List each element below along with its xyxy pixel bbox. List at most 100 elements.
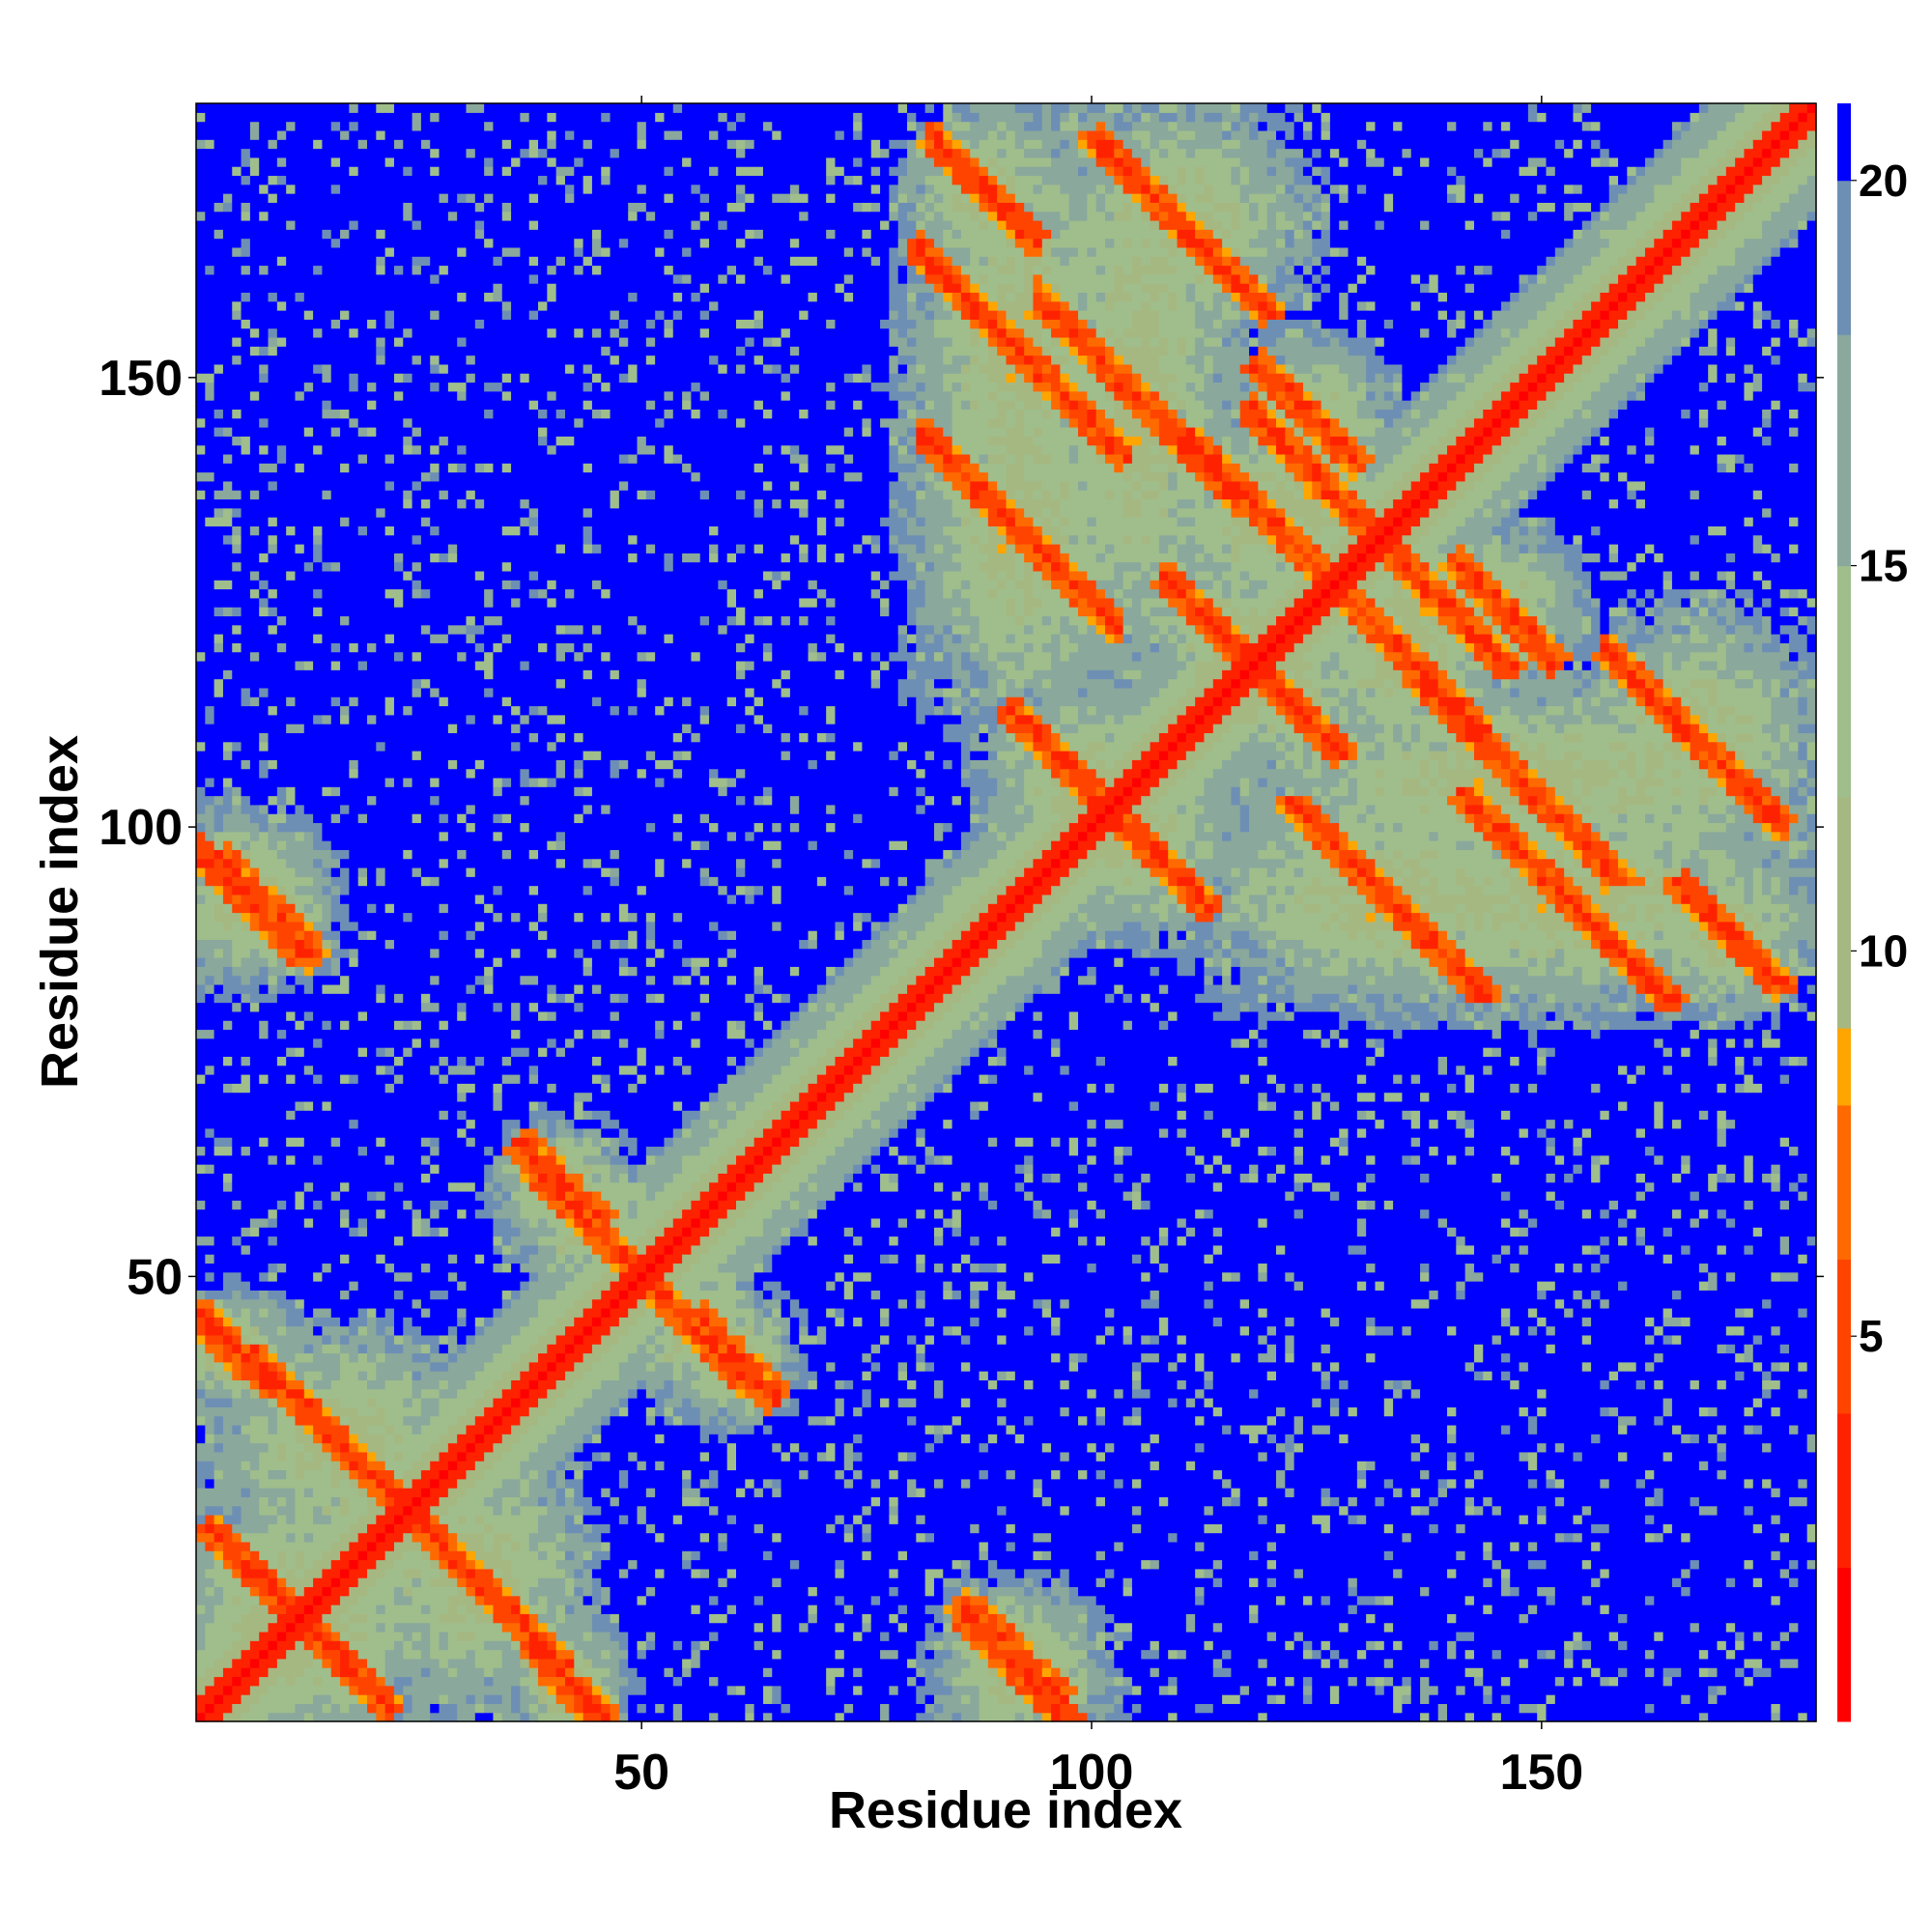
heatmap-cell bbox=[376, 679, 385, 689]
heatmap-cell bbox=[421, 715, 431, 724]
heatmap-cell bbox=[412, 1218, 422, 1228]
heatmap-cell bbox=[250, 688, 260, 697]
heatmap-cell bbox=[250, 1542, 260, 1551]
heatmap-cell bbox=[430, 949, 440, 958]
heatmap-cell bbox=[286, 1146, 296, 1155]
heatmap-cell bbox=[277, 796, 287, 806]
heatmap-cell bbox=[269, 1416, 278, 1426]
heatmap-cell bbox=[349, 742, 358, 752]
heatmap-cell bbox=[214, 310, 224, 320]
heatmap-cell bbox=[269, 679, 278, 689]
heatmap-cell bbox=[295, 634, 304, 643]
heatmap-cell bbox=[205, 1191, 214, 1201]
heatmap-cell bbox=[242, 122, 251, 131]
heatmap-cell bbox=[340, 1686, 350, 1695]
heatmap-cell bbox=[277, 895, 287, 904]
heatmap-cell bbox=[232, 1623, 242, 1633]
heatmap-cell bbox=[358, 886, 368, 895]
heatmap-cell bbox=[385, 1479, 395, 1489]
heatmap-cell bbox=[295, 1209, 304, 1219]
heatmap-cell bbox=[331, 580, 341, 589]
heatmap-cell bbox=[259, 1596, 269, 1605]
heatmap-cell bbox=[269, 463, 278, 472]
heatmap-cell bbox=[412, 751, 422, 760]
heatmap-cell bbox=[313, 1236, 323, 1246]
heatmap-cell bbox=[403, 112, 412, 122]
heatmap-cell bbox=[376, 1101, 385, 1111]
heatmap-cell bbox=[304, 319, 314, 328]
heatmap-cell bbox=[367, 498, 377, 508]
heatmap-cell bbox=[269, 930, 278, 940]
heatmap-cell bbox=[430, 705, 440, 715]
heatmap-cell bbox=[277, 1479, 287, 1489]
heatmap-cell bbox=[358, 715, 368, 724]
heatmap-cell bbox=[385, 346, 395, 355]
heatmap-cell bbox=[412, 1047, 422, 1057]
heatmap-cell bbox=[331, 922, 341, 931]
heatmap-cell bbox=[205, 1093, 214, 1102]
heatmap-cell bbox=[412, 1308, 422, 1318]
heatmap-cell bbox=[232, 1299, 242, 1309]
heatmap-cell bbox=[322, 508, 331, 518]
heatmap-cell bbox=[385, 193, 395, 203]
heatmap-cell bbox=[349, 822, 358, 832]
heatmap-cell bbox=[313, 1667, 323, 1677]
heatmap-cell bbox=[394, 1694, 404, 1704]
heatmap-cell bbox=[313, 1443, 323, 1453]
heatmap-cell bbox=[430, 1398, 440, 1407]
heatmap-cell bbox=[403, 778, 412, 787]
heatmap-cell bbox=[331, 427, 341, 437]
heatmap-cell bbox=[367, 642, 377, 652]
heatmap-cell bbox=[196, 274, 206, 284]
heatmap-cell bbox=[376, 589, 385, 599]
heatmap-cell bbox=[322, 1056, 331, 1065]
heatmap-cell bbox=[304, 328, 314, 338]
heatmap-cell bbox=[430, 373, 440, 383]
heatmap-cell bbox=[340, 1667, 350, 1677]
heatmap-cell bbox=[367, 679, 377, 689]
heatmap-cell bbox=[313, 751, 323, 760]
heatmap-cell bbox=[250, 256, 260, 266]
heatmap-cell bbox=[259, 859, 269, 868]
heatmap-cell bbox=[367, 724, 377, 733]
heatmap-cell bbox=[304, 966, 314, 976]
heatmap-cell bbox=[269, 517, 278, 526]
heatmap-cell bbox=[385, 1676, 395, 1686]
heatmap-cell bbox=[250, 239, 260, 248]
heatmap-cell bbox=[322, 1623, 331, 1633]
heatmap-cell bbox=[376, 922, 385, 931]
heatmap-cell bbox=[349, 1344, 358, 1353]
heatmap-cell bbox=[421, 615, 431, 625]
heatmap-cell bbox=[242, 598, 251, 608]
heatmap-cell bbox=[205, 1659, 214, 1668]
heatmap-cell bbox=[205, 993, 214, 1003]
heatmap-cell bbox=[421, 1416, 431, 1426]
heatmap-cell bbox=[385, 1650, 395, 1660]
heatmap-cell bbox=[250, 1389, 260, 1399]
heatmap-cell bbox=[286, 1344, 296, 1353]
heatmap-cell bbox=[205, 1200, 214, 1209]
heatmap-cell bbox=[331, 840, 341, 850]
heatmap-cell bbox=[367, 256, 377, 266]
heatmap-cell bbox=[223, 1496, 233, 1506]
heatmap-cell bbox=[196, 1496, 206, 1506]
heatmap-cell bbox=[385, 256, 395, 266]
heatmap-cell bbox=[340, 1236, 350, 1246]
heatmap-cell bbox=[304, 193, 314, 203]
heatmap-cell bbox=[242, 185, 251, 194]
heatmap-cell bbox=[259, 1550, 269, 1560]
heatmap-cell bbox=[358, 239, 368, 248]
heatmap-cell bbox=[331, 813, 341, 823]
heatmap-cell bbox=[277, 634, 287, 643]
heatmap-cell bbox=[394, 1640, 404, 1650]
heatmap-cell bbox=[205, 715, 214, 724]
heatmap-cell bbox=[196, 436, 206, 445]
heatmap-cell bbox=[367, 615, 377, 625]
heatmap-cell bbox=[242, 517, 251, 526]
heatmap-cell bbox=[358, 1083, 368, 1093]
heatmap-cell bbox=[340, 391, 350, 401]
heatmap-cell bbox=[376, 355, 385, 365]
heatmap-cell bbox=[421, 634, 431, 643]
heatmap-cell bbox=[286, 166, 296, 176]
heatmap-cell bbox=[242, 949, 251, 958]
